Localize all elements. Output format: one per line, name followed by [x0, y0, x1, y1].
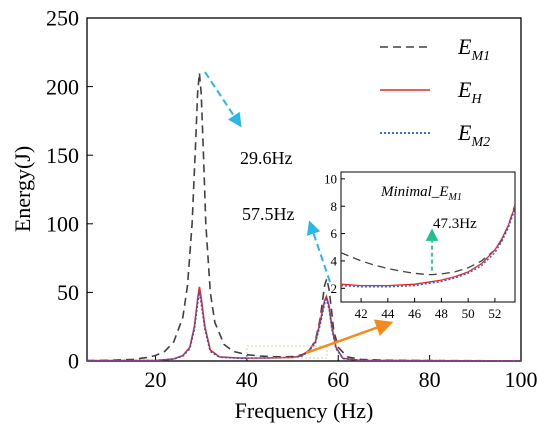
inset-x-tick-label: 50: [462, 306, 475, 321]
y-tick-label: 0: [68, 349, 79, 374]
inset-title: Minimal_EM1: [380, 184, 462, 203]
inset-y-tick-label: 2: [331, 281, 338, 296]
inset-y-tick-label: 10: [324, 171, 337, 186]
inset-series: [341, 204, 515, 288]
legend-label-em2: EM2: [457, 120, 490, 150]
inset-annotation-label: 47.3Hz: [433, 216, 477, 232]
series-em2: [87, 292, 521, 361]
inset-x-tick-label: 44: [381, 306, 395, 321]
y-tick-label: 150: [46, 143, 79, 168]
y-axis-title: Energy(J): [10, 146, 35, 232]
x-tick-label: 100: [505, 367, 538, 392]
inset-x-tick-label: 42: [355, 306, 368, 321]
legend: EM1 EH EM2: [380, 34, 490, 150]
inset-y-tick-label: 6: [331, 226, 338, 241]
peak1-label: 29.6Hz: [240, 148, 293, 168]
x-tick-label: 60: [327, 367, 349, 392]
legend-label-eh: EH: [457, 77, 482, 107]
zoom-region: [246, 345, 328, 359]
peak2-arrow: [306, 220, 331, 283]
x-tick-label: 40: [236, 367, 258, 392]
inset-y-tick-label: 8: [331, 199, 338, 214]
inset-x-tick-label: 46: [408, 306, 422, 321]
peak1-arrow: [204, 71, 242, 128]
plot-frame: [86, 17, 522, 362]
y-tick-label: 100: [46, 212, 79, 237]
legend-label-em1: EM1: [457, 34, 490, 64]
inset-series-em1: [341, 204, 515, 276]
zoom-arrow: [305, 319, 394, 355]
inset-x-tick-label: 48: [435, 306, 448, 321]
inset-series-eh: [341, 205, 515, 287]
series-em1: [87, 72, 521, 361]
inset-x-tick-label: 52: [488, 306, 501, 321]
x-axis-title: Frequency (Hz): [235, 398, 374, 423]
peak2-label: 57.5Hz: [242, 204, 295, 224]
y-tick-label: 250: [46, 6, 79, 31]
x-tick-label: 80: [419, 367, 441, 392]
y-tick-label: 200: [46, 74, 79, 99]
x-tick-label: 20: [145, 367, 167, 392]
y-tick-label: 50: [57, 280, 79, 305]
inset-y-tick-label: 4: [331, 253, 338, 268]
